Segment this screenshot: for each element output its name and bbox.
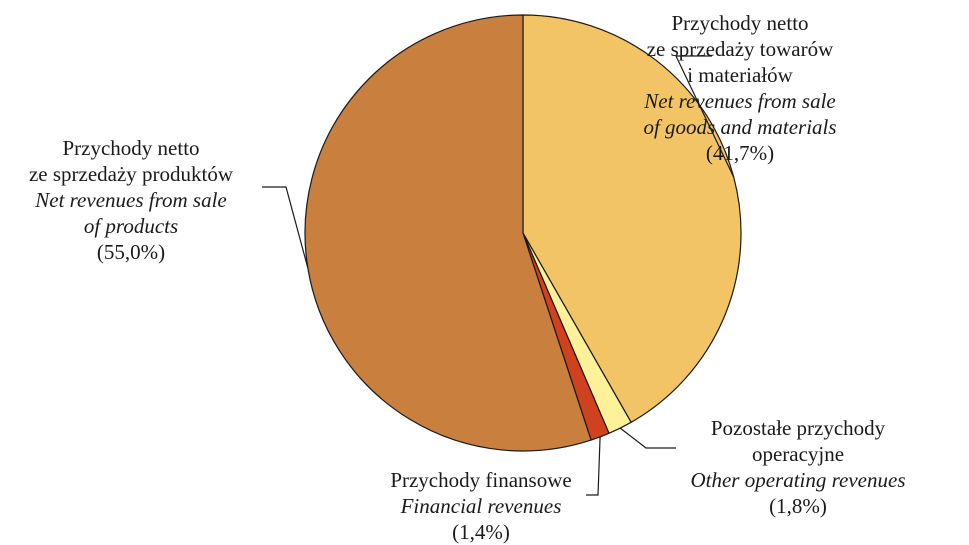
label-line-pl: i materiałów <box>687 63 793 87</box>
label-line-en: of products <box>83 214 179 238</box>
label-line-pl: ze sprzedaży produktów <box>28 162 234 186</box>
leader-line-other-operating <box>619 427 676 449</box>
slice-label-other-operating: Pozostałe przychody operacyjne Other opera… <box>668 415 928 519</box>
leader-lines <box>262 55 735 496</box>
slice-label-goods-materials: Przychody netto ze sprzedaży towarów i mat… <box>620 10 860 166</box>
label-line-en: Other operating revenues <box>690 468 906 492</box>
label-line-en: Net revenues from sale <box>35 188 227 212</box>
slice-label-financial: Przychody finansowe Financial revenues (1,… <box>361 467 601 545</box>
label-line-pl: Przychody finansowe <box>390 468 572 492</box>
percent-label: (1,4%) <box>452 520 510 544</box>
pie-slices <box>304 14 742 452</box>
percent-label: (55,0%) <box>96 240 166 264</box>
leader-line-goods-materials <box>675 55 735 178</box>
percent-label: (1,8%) <box>769 494 827 518</box>
label-line-pl: Pozostałe przychody <box>710 416 886 440</box>
label-line-pl: ze sprzedaży towarów <box>646 37 834 61</box>
leader-line-products <box>262 186 309 268</box>
label-line-pl: Przychody netto <box>62 136 200 160</box>
label-line-pl: operacyjne <box>751 442 845 466</box>
slice-label-products: Przychody netto ze sprzedaży produktów Net… <box>1 135 261 265</box>
percent-label: (41,7%) <box>705 141 775 165</box>
label-line-en: of goods and materials <box>643 115 837 139</box>
label-line-en: Financial revenues <box>400 494 562 518</box>
label-line-pl: Przychody netto <box>671 11 809 35</box>
label-line-en: Net revenues from sale <box>644 89 836 113</box>
leader-line-financial <box>586 436 601 496</box>
